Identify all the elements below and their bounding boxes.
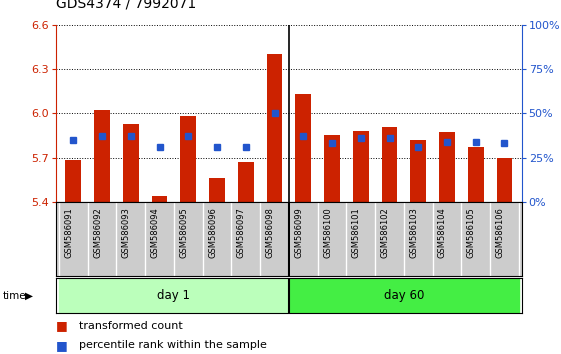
Bar bbox=[468, 147, 484, 202]
Text: GSM586096: GSM586096 bbox=[208, 207, 217, 258]
Text: GSM586101: GSM586101 bbox=[352, 207, 361, 258]
Text: GSM586105: GSM586105 bbox=[467, 207, 476, 258]
Bar bbox=[439, 132, 455, 202]
Bar bbox=[381, 126, 397, 202]
Bar bbox=[296, 94, 311, 202]
Text: GSM586103: GSM586103 bbox=[410, 207, 419, 258]
Text: GDS4374 / 7992071: GDS4374 / 7992071 bbox=[56, 0, 196, 11]
Bar bbox=[238, 162, 254, 202]
Text: GSM586100: GSM586100 bbox=[323, 207, 332, 258]
Text: GSM586098: GSM586098 bbox=[265, 207, 274, 258]
Text: transformed count: transformed count bbox=[79, 321, 182, 331]
Bar bbox=[410, 140, 426, 202]
Text: GSM586106: GSM586106 bbox=[495, 207, 504, 258]
Bar bbox=[353, 131, 369, 202]
Text: time: time bbox=[3, 291, 26, 301]
Bar bbox=[151, 196, 168, 202]
Text: GSM586091: GSM586091 bbox=[65, 207, 73, 258]
Text: ■: ■ bbox=[56, 339, 68, 352]
Bar bbox=[66, 160, 81, 202]
Text: GSM586097: GSM586097 bbox=[237, 207, 246, 258]
Bar bbox=[209, 178, 225, 202]
Bar bbox=[266, 54, 282, 202]
Bar bbox=[181, 116, 196, 202]
Bar bbox=[94, 110, 110, 202]
Bar bbox=[123, 124, 139, 202]
Text: GSM586102: GSM586102 bbox=[380, 207, 389, 258]
Text: GSM586104: GSM586104 bbox=[438, 207, 447, 258]
Bar bbox=[324, 136, 340, 202]
Text: GSM586094: GSM586094 bbox=[150, 207, 159, 258]
Text: day 1: day 1 bbox=[158, 289, 190, 302]
Text: day 60: day 60 bbox=[384, 289, 424, 302]
Text: percentile rank within the sample: percentile rank within the sample bbox=[79, 340, 266, 350]
Text: GSM586095: GSM586095 bbox=[180, 207, 188, 258]
Text: GSM586092: GSM586092 bbox=[93, 207, 102, 258]
Text: ▶: ▶ bbox=[25, 291, 33, 301]
Text: GSM586099: GSM586099 bbox=[295, 207, 304, 258]
Text: ■: ■ bbox=[56, 319, 68, 332]
Bar bbox=[496, 158, 512, 202]
Text: GSM586093: GSM586093 bbox=[122, 207, 131, 258]
